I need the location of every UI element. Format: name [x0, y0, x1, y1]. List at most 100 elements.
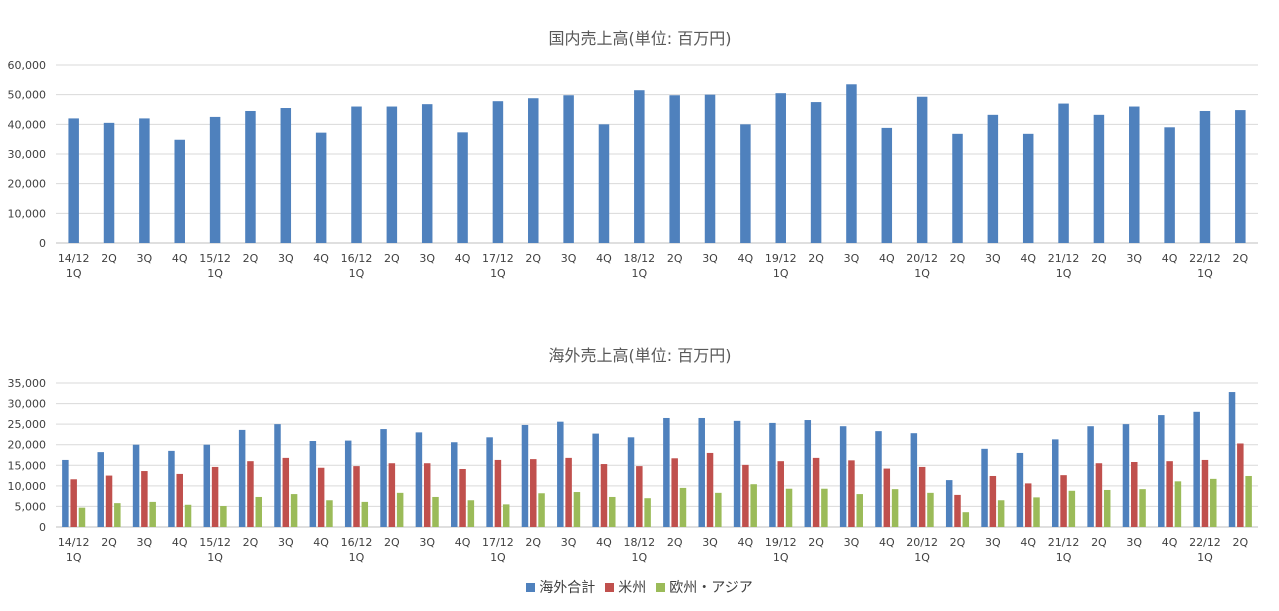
bar — [769, 422, 776, 527]
bar — [494, 459, 502, 527]
x-tick-label: 20/12 — [906, 252, 938, 265]
bar — [598, 124, 610, 243]
bar — [1158, 415, 1165, 527]
bar — [353, 466, 360, 527]
bar — [282, 457, 290, 527]
bar — [211, 466, 219, 527]
bar — [1093, 114, 1105, 243]
bar — [1068, 490, 1076, 527]
x-tick-label: 3Q — [702, 536, 718, 549]
x-tick-label: 4Q — [596, 252, 612, 265]
bar — [875, 431, 882, 527]
bar — [704, 94, 716, 244]
x-tick-label: 1Q — [631, 551, 647, 564]
x-tick-label: 3Q — [419, 252, 435, 265]
x-tick-label: 2Q — [101, 252, 117, 265]
bar — [810, 102, 822, 243]
bar — [386, 106, 398, 244]
legend-label-europe-asia: 欧州・アジア — [669, 580, 753, 596]
x-tick-label: 4Q — [1020, 252, 1036, 265]
x-tick-label: 1Q — [349, 551, 365, 564]
bar — [326, 500, 333, 527]
bar — [679, 487, 687, 527]
x-tick-label: 2Q — [525, 252, 541, 265]
bar — [997, 500, 1005, 527]
x-tick-label: 4Q — [738, 536, 754, 549]
bar — [945, 480, 953, 527]
x-tick-label: 4Q — [313, 536, 329, 549]
bar — [777, 461, 784, 527]
bar — [785, 488, 793, 527]
x-tick-label: 18/12 — [623, 536, 655, 549]
x-tick-label: 3Q — [278, 252, 294, 265]
x-tick-label: 2Q — [950, 536, 966, 549]
x-tick-label: 2Q — [1091, 252, 1107, 265]
bar — [203, 444, 211, 527]
bar — [1016, 452, 1024, 527]
x-tick-label: 4Q — [455, 252, 471, 265]
bar — [563, 95, 574, 243]
bar — [432, 496, 439, 527]
x-tick-label: 14/12 — [58, 252, 90, 265]
bar — [141, 471, 148, 527]
x-tick-label: 4Q — [172, 252, 188, 265]
bar — [78, 507, 86, 527]
y-tick-label: 10,000 — [8, 480, 47, 493]
legend-item-europe-asia: 欧州・アジア — [656, 577, 753, 597]
x-tick-label: 2Q — [808, 536, 824, 549]
bar — [856, 494, 863, 527]
y-tick-label: 30,000 — [8, 148, 47, 161]
bar — [1228, 392, 1236, 527]
y-tick-label: 0 — [39, 521, 46, 534]
x-tick-label: 2Q — [808, 252, 824, 265]
bar — [132, 444, 140, 527]
x-tick-label: 3Q — [561, 536, 577, 549]
bar — [280, 108, 292, 244]
bar — [1131, 461, 1138, 527]
x-tick-label: 4Q — [455, 536, 471, 549]
bar — [671, 458, 678, 527]
bar — [962, 512, 970, 527]
bar — [351, 106, 362, 244]
x-tick-label: 2Q — [384, 252, 400, 265]
bar — [557, 421, 564, 527]
bar — [344, 440, 352, 527]
bar — [891, 489, 899, 527]
x-tick-label: 1Q — [349, 267, 365, 280]
x-tick-label: 3Q — [985, 252, 1001, 265]
legend-item-overseas-total: 海外合計 — [526, 577, 595, 597]
x-tick-label: 3Q — [419, 536, 435, 549]
x-tick-label: 1Q — [66, 551, 82, 564]
bar — [315, 132, 327, 243]
x-tick-label: 17/12 — [482, 536, 514, 549]
x-tick-label: 4Q — [879, 252, 895, 265]
x-tick-label: 3Q — [561, 252, 577, 265]
bar — [881, 127, 893, 243]
bar — [457, 132, 468, 243]
x-tick-label: 1Q — [207, 551, 223, 564]
bar — [883, 468, 891, 527]
bar — [1245, 475, 1252, 527]
x-tick-label: 1Q — [631, 267, 647, 280]
bar — [742, 464, 749, 527]
x-tick-label: 1Q — [773, 267, 789, 280]
bar — [70, 479, 77, 527]
bar — [821, 488, 828, 527]
bar — [1235, 110, 1246, 244]
bar — [530, 459, 537, 527]
bar — [1060, 475, 1067, 527]
bar — [1095, 463, 1103, 527]
x-tick-label: 2Q — [1232, 252, 1248, 265]
bar — [663, 417, 670, 527]
bar — [1052, 439, 1059, 527]
x-tick-label: 4Q — [1020, 536, 1036, 549]
y-tick-label: 20,000 — [8, 178, 47, 191]
x-tick-label: 4Q — [879, 536, 895, 549]
x-tick-label: 3Q — [1126, 536, 1142, 549]
bar — [209, 116, 221, 243]
bar — [274, 424, 281, 527]
bar — [149, 501, 156, 527]
x-tick-label: 21/12 — [1048, 252, 1080, 265]
